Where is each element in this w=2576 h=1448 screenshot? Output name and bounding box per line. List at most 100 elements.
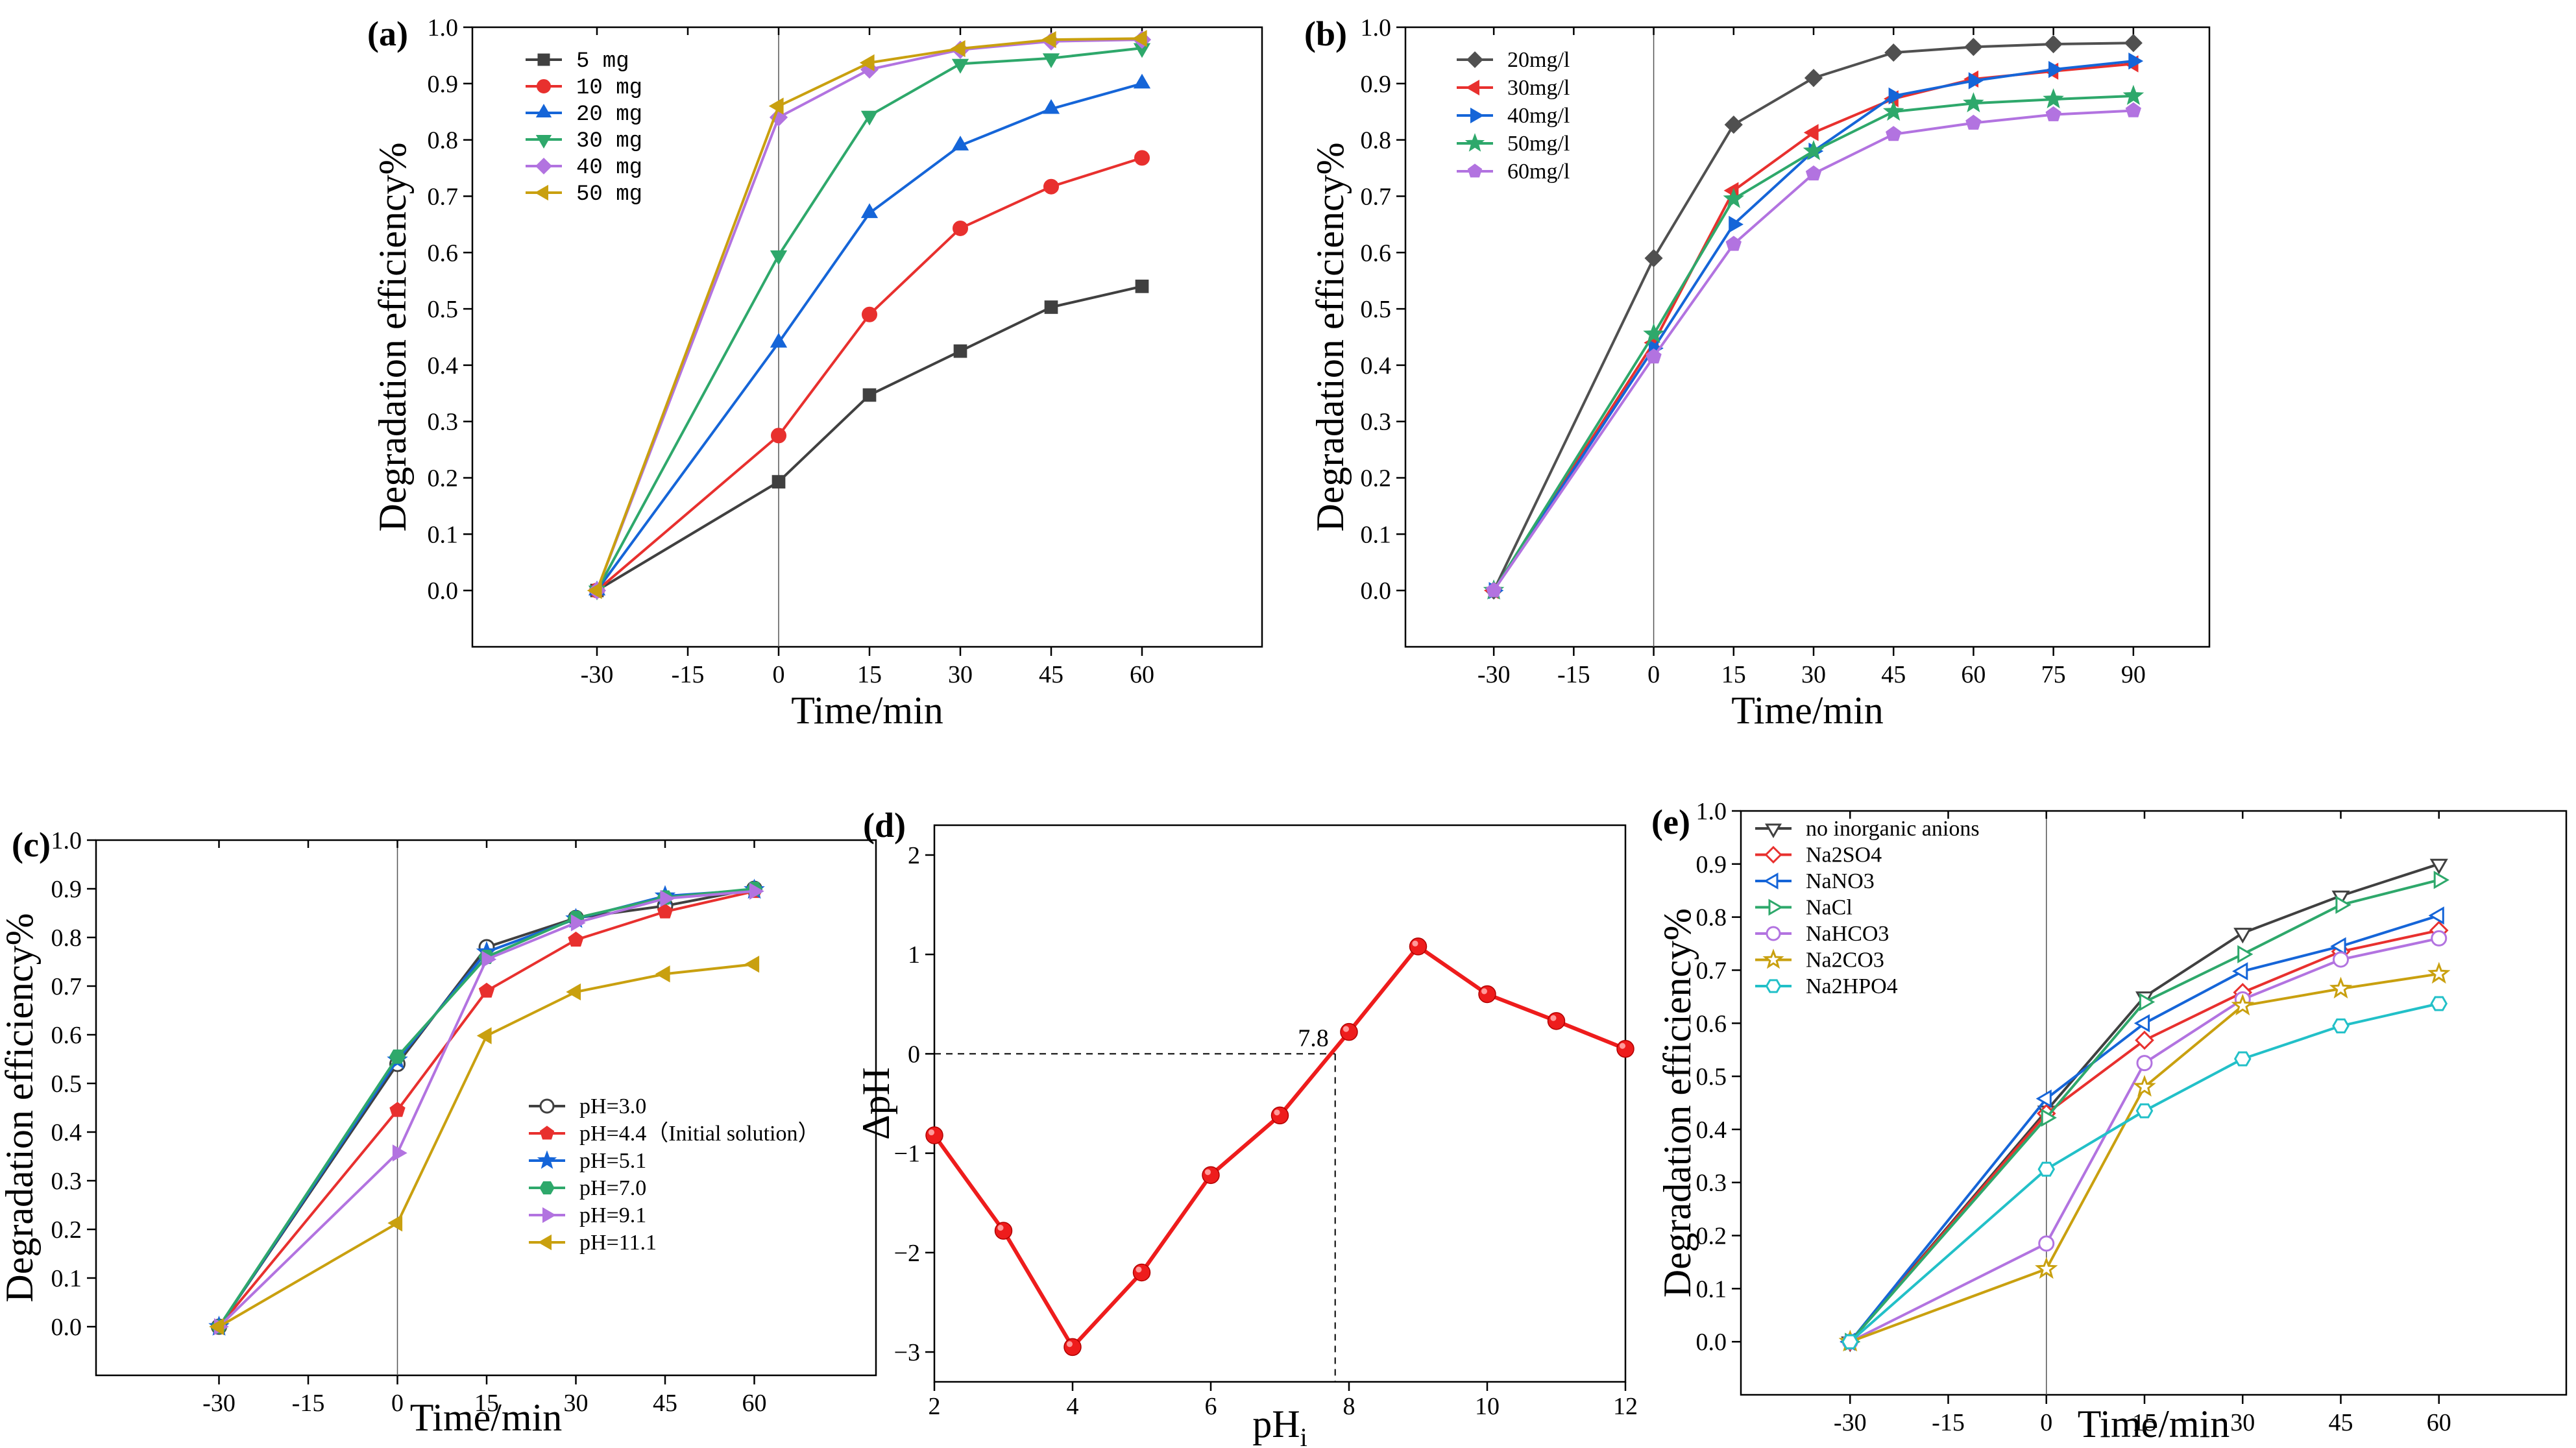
panel-c-data-point bbox=[387, 1214, 403, 1232]
panel-b-series-4 bbox=[1486, 102, 2141, 597]
panel-a-ytick-label: 0.9 bbox=[428, 71, 459, 98]
panel-a-legend-marker bbox=[535, 184, 548, 201]
panel-a-legend-marker bbox=[537, 79, 551, 93]
panel-c-legend-marker bbox=[539, 1098, 555, 1114]
panel-c-xtick-label: 60 bbox=[742, 1390, 767, 1417]
panel-c-data-point bbox=[568, 931, 584, 947]
panel-b-series-line bbox=[1492, 42, 2133, 592]
panel-e-data-point bbox=[2233, 1051, 2252, 1067]
panel-b-legend-label: 40mg/l bbox=[1507, 104, 1570, 128]
panel-b-series-3 bbox=[1483, 84, 2145, 600]
panel-b-data-point bbox=[1486, 582, 1502, 597]
panel-c-legend-marker bbox=[539, 1181, 555, 1195]
panel-c-series-2 bbox=[208, 878, 765, 1336]
panel-e-data-point bbox=[2133, 1075, 2156, 1097]
panel-e-series-line bbox=[1849, 862, 2440, 1343]
panel-c-ytick-label: 0.1 bbox=[51, 1265, 82, 1292]
panel-b-series-1 bbox=[1483, 55, 2139, 599]
panel-b-data-point bbox=[1729, 215, 1744, 234]
panel-b-xtick-label: -30 bbox=[1477, 661, 1511, 688]
panel-e-ytick-label: 0.7 bbox=[1696, 957, 1727, 984]
panel-c-legend-marker bbox=[542, 1207, 556, 1224]
panel-b-ytick-label: 0.6 bbox=[1361, 239, 1392, 267]
panel-c-ytick-label: 0.4 bbox=[51, 1119, 82, 1146]
panel-e-data-point bbox=[2136, 1055, 2153, 1072]
panel-c-data-point bbox=[744, 956, 760, 973]
panel-e-ylabel: Degradation efficiency% bbox=[1656, 908, 1699, 1297]
panel-a-xlabel: Time/min bbox=[791, 689, 943, 732]
panel-b-data-point bbox=[1886, 126, 1902, 141]
panel-d-data-point-highlight bbox=[928, 1129, 934, 1136]
panel-b-legend-label: 50mg/l bbox=[1507, 132, 1570, 156]
panel-d-ytick-label: −1 bbox=[894, 1140, 920, 1168]
panel-a-series-5 bbox=[587, 30, 1147, 599]
panel-d-data-point bbox=[1478, 985, 1496, 1004]
panel-b: 0.0 0.1 0.2 0.3 0.4 0.5 0.6 0.7 0.8 0.9 1.0 -30 -15 0… bbox=[1304, 14, 2211, 732]
panel-a-ylabel: Degradation efficiency% bbox=[371, 142, 414, 531]
panel-a-legend-marker bbox=[537, 53, 550, 66]
panel-e-data-point bbox=[2041, 1108, 2057, 1127]
panel-b-legend-marker bbox=[1466, 79, 1479, 96]
panel-d-pzc-label: 7.8 bbox=[1298, 1024, 1329, 1052]
panel-b-series-line bbox=[1492, 60, 2134, 592]
panel-e-xtick-label: 0 bbox=[2040, 1409, 2052, 1436]
panel-c-ytick-label: 0.8 bbox=[51, 924, 82, 952]
panel-b-data-point bbox=[2043, 88, 2064, 108]
panel-e-series-line bbox=[1849, 1002, 2440, 1343]
panel-a-legend-label: 10 mg bbox=[576, 76, 642, 101]
panel-a-xtick-label: 30 bbox=[948, 661, 973, 688]
panel-d-data-point-highlight bbox=[997, 1225, 1004, 1231]
panel-c-xlabel: Time/min bbox=[410, 1396, 563, 1439]
panel-e-ytick-label: 0.4 bbox=[1696, 1116, 1727, 1144]
panel-b-data-point bbox=[1723, 187, 1745, 208]
panel-b-legend: 20mg/l 30mg/l 40mg/l 50mg/l 60mg/l bbox=[1457, 48, 1570, 184]
panel-c: 0.0 0.1 0.2 0.3 0.4 0.5 0.6 0.7 0.8 0.9 1.0 -30 -15 0… bbox=[0, 825, 877, 1439]
panel-e-data-point bbox=[2433, 871, 2449, 889]
panel-d-ytick-label: 2 bbox=[908, 842, 920, 869]
panel-a-data-point bbox=[772, 475, 786, 489]
panel-c-legend-label: pH=9.1 bbox=[579, 1203, 646, 1227]
panel-d-data-point bbox=[1063, 1338, 1082, 1357]
panel-b-legend-label: 30mg/l bbox=[1507, 76, 1570, 100]
panel-e-data-point bbox=[2333, 951, 2349, 968]
panel-c-xtick-label: 15 bbox=[474, 1390, 499, 1417]
panel-c-xtick-label: 45 bbox=[653, 1390, 677, 1417]
panel-d-frame bbox=[933, 824, 1627, 1383]
panel-e-data-point bbox=[2332, 1018, 2350, 1033]
panel-b-ytick-label: 0.3 bbox=[1361, 409, 1392, 436]
panel-d-data-point-highlight bbox=[1204, 1169, 1211, 1176]
panel-b-series-line bbox=[1492, 94, 2133, 592]
panel-c-data-point bbox=[476, 1027, 492, 1044]
panel-a-series-line bbox=[596, 38, 1143, 591]
panel-a-xtick-label: 45 bbox=[1039, 661, 1063, 688]
panel-e-data-point bbox=[2135, 1103, 2154, 1118]
panel-b-data-point bbox=[2124, 34, 2143, 53]
panel-e-ytick-label: 0.0 bbox=[1696, 1329, 1727, 1356]
panel-d-xtick-label: 6 bbox=[1205, 1393, 1217, 1420]
panel-c-legend-label: pH=3.0 bbox=[579, 1094, 646, 1118]
panel-a-series-0 bbox=[590, 280, 1149, 597]
panel-a-xtick-label: 15 bbox=[857, 661, 882, 688]
panel-b-legend-label: 20mg/l bbox=[1507, 48, 1570, 72]
panel-e-series-2 bbox=[1840, 906, 2444, 1351]
panel-c-ytick-label: 0.0 bbox=[51, 1314, 82, 1341]
panel-b-data-point bbox=[1803, 139, 1825, 160]
panel-e-frame bbox=[1740, 810, 2568, 1396]
panel-d-series-0 bbox=[925, 937, 1634, 1357]
panel-c-ytick-label: 0.6 bbox=[51, 1022, 82, 1049]
panel-e-legend-label: Na2SO4 bbox=[1806, 843, 1882, 867]
panel-e-ytick-label: 0.5 bbox=[1696, 1063, 1727, 1091]
panel-c-data-point bbox=[389, 1102, 406, 1117]
panel-d-xtick-label: 2 bbox=[929, 1393, 941, 1420]
panel-c-data-point bbox=[570, 914, 586, 932]
panel-a-series-line bbox=[596, 47, 1143, 592]
panel-b-data-point bbox=[2044, 34, 2063, 54]
panel-d-data-point bbox=[1270, 1106, 1289, 1125]
panel-e-data-point bbox=[2237, 945, 2254, 963]
panel-c-legend-label: pH=4.4（Initial solution） bbox=[579, 1121, 820, 1146]
panel-a-data-point bbox=[862, 388, 877, 402]
panel-a-series-line bbox=[596, 37, 1143, 591]
panel-a-legend-marker bbox=[535, 104, 552, 117]
panel-e-legend-label: Na2CO3 bbox=[1806, 948, 1884, 972]
